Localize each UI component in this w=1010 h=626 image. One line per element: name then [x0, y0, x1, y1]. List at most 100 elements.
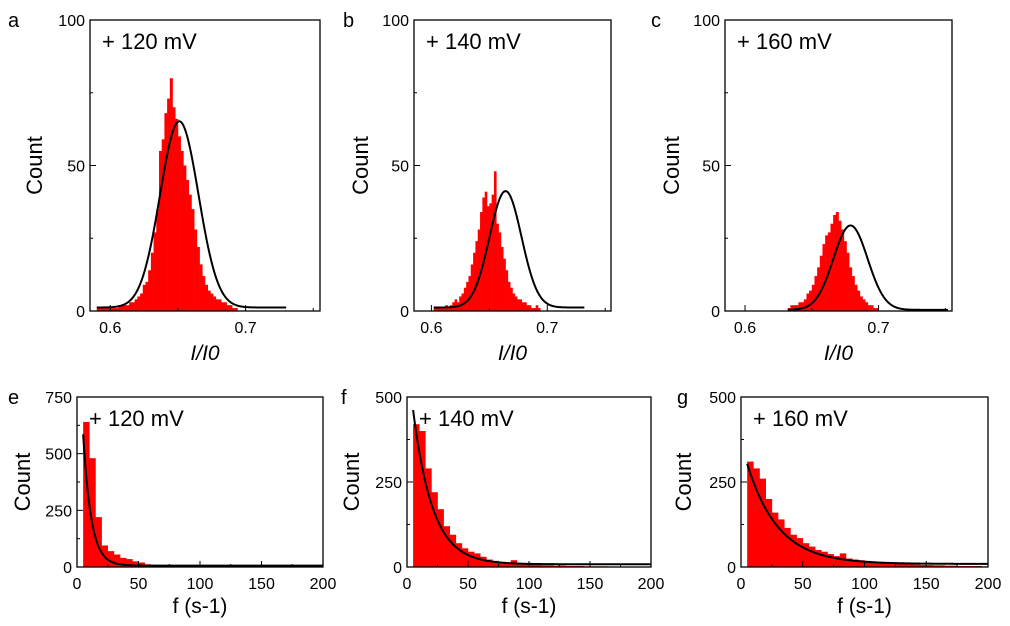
- histogram-bar: [463, 287, 467, 311]
- histogram-bar: [202, 276, 206, 311]
- histogram-bar: [519, 299, 523, 311]
- histogram-bar: [833, 214, 837, 311]
- histogram-bar: [118, 305, 122, 311]
- x-axis-label: I/I0: [824, 342, 854, 365]
- histogram-bar: [851, 276, 855, 311]
- histogram-bar: [169, 78, 173, 311]
- histogram-bar: [221, 302, 225, 311]
- histogram-bar: [194, 229, 198, 311]
- histogram-bar: [140, 293, 144, 311]
- histogram-bar: [846, 252, 850, 311]
- histogram-bar: [121, 305, 125, 311]
- histogram-bar: [531, 308, 534, 311]
- histogram-bar: [815, 550, 822, 567]
- x-tick-label: 50: [794, 576, 812, 593]
- histogram-bar: [913, 564, 921, 567]
- x-tick-label: 150: [913, 576, 940, 593]
- y-axis-label: Count: [22, 136, 47, 195]
- y-tick-label: 500: [375, 390, 402, 407]
- histogram-bar: [480, 212, 483, 311]
- histogram-bar: [793, 305, 797, 311]
- x-axis-label: I/I0: [190, 342, 220, 365]
- histogram-bar: [459, 296, 462, 311]
- histogram-bar: [107, 551, 115, 567]
- histogram-bar: [821, 551, 828, 567]
- histogram-bar: [96, 308, 100, 311]
- histogram-bar: [526, 305, 530, 311]
- histogram-bar: [803, 299, 807, 311]
- panel-e: 0 250 500 750 0 50 100 150 200 + 120 mV e Count f (s…: [8, 387, 336, 618]
- voltage-label: + 120 mV: [89, 406, 184, 431]
- histogram-bar: [920, 564, 927, 567]
- histogram-bar: [183, 165, 187, 311]
- histogram-bar: [944, 565, 952, 567]
- histogram-bar: [510, 287, 513, 311]
- histogram-bar: [196, 246, 200, 311]
- x-tick-label: 0.7: [536, 320, 558, 337]
- histogram-bar: [521, 302, 525, 311]
- histogram-bars: [413, 424, 646, 567]
- histogram-bar: [535, 564, 542, 567]
- histogram-bar: [811, 284, 815, 311]
- x-tick-label: 50: [459, 576, 477, 593]
- histogram-bar: [468, 276, 472, 311]
- histogram-bar: [867, 305, 871, 311]
- histogram-bar: [213, 296, 217, 311]
- histogram-bar: [207, 290, 211, 311]
- histogram-bar: [199, 264, 203, 311]
- fit-curve: [787, 224, 948, 311]
- histogram-bar: [218, 299, 222, 311]
- histogram-bar: [854, 284, 858, 311]
- y-tick-label: 250: [709, 475, 736, 492]
- panel-a: 0 50 100 0.6 0.7 + 120 mV a Count I/I0: [8, 10, 321, 365]
- x-tick-label: 200: [310, 576, 337, 593]
- histogram-bar: [819, 255, 823, 311]
- histogram-bar: [123, 305, 127, 311]
- histogram-bar: [504, 562, 511, 567]
- histogram-bar: [113, 308, 117, 311]
- histogram-bar: [841, 229, 845, 311]
- x-tick-label: 150: [577, 576, 604, 593]
- fit-curve: [412, 409, 651, 566]
- x-tick-label: 0: [403, 576, 412, 593]
- panel-letter: g: [677, 387, 688, 409]
- histogram-bar: [156, 209, 160, 311]
- histogram-bar: [148, 270, 152, 311]
- y-tick-label: 750: [45, 390, 72, 407]
- fit-curve: [96, 120, 287, 309]
- histogram-bar: [447, 308, 451, 311]
- histogram-bar: [113, 554, 121, 567]
- panel-letter: a: [8, 10, 20, 32]
- fit-curve: [746, 463, 988, 565]
- y-axis-label: Count: [339, 453, 364, 512]
- plot-frame: [89, 19, 321, 312]
- histogram-bar: [223, 302, 227, 311]
- histogram-bar: [95, 517, 102, 567]
- histogram-bar: [132, 561, 139, 567]
- histogram-bar: [926, 564, 933, 567]
- histogram-bar: [419, 431, 426, 567]
- histogram-bar: [852, 559, 859, 567]
- histogram-bar: [895, 563, 902, 567]
- x-axis-label: f (s-1): [502, 595, 557, 618]
- panel-letter: b: [343, 10, 354, 32]
- histogram-bar: [889, 563, 896, 567]
- y-tick-label: 0: [727, 560, 736, 577]
- histogram-bar: [226, 305, 230, 311]
- y-tick-label: 100: [58, 13, 85, 30]
- y-tick-label: 500: [45, 447, 72, 464]
- histogram-bar: [512, 293, 516, 311]
- histogram-bar: [870, 561, 878, 567]
- histogram-bar: [134, 299, 138, 311]
- histogram-bar: [443, 526, 450, 567]
- histogram-bar: [932, 565, 939, 567]
- y-axis-label: Count: [671, 453, 696, 512]
- y-tick-label: 0: [63, 560, 72, 577]
- histogram-bar: [835, 212, 839, 311]
- histogram-bar: [470, 264, 474, 311]
- histogram-bar: [175, 118, 179, 311]
- histogram-bar: [496, 223, 499, 311]
- histogram-bar: [808, 546, 816, 567]
- histogram-bar: [437, 509, 444, 567]
- histogram-bar: [875, 308, 879, 311]
